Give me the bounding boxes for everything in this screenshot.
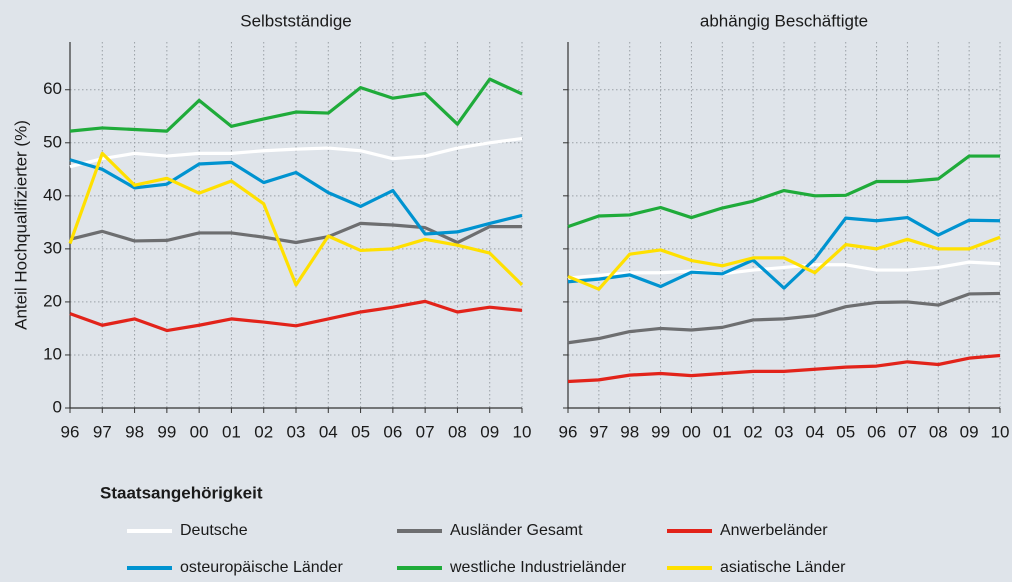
x-tick-label: 97 <box>93 422 112 441</box>
series-line <box>567 353 1001 384</box>
x-tick-label: 03 <box>287 422 306 441</box>
series-line <box>69 136 523 169</box>
x-tick-label: 10 <box>513 422 532 441</box>
x-tick-label: 96 <box>61 422 80 441</box>
x-tick-label: 98 <box>620 422 639 441</box>
x-tick-label: 09 <box>480 422 499 441</box>
y-tick-label: 30 <box>43 238 62 257</box>
legend-label: Deutsche <box>180 522 248 539</box>
x-tick-label: 97 <box>589 422 608 441</box>
legend-label: osteuropäische Länder <box>180 559 343 576</box>
x-tick-label: 04 <box>319 422 338 441</box>
x-tick-label: 98 <box>125 422 144 441</box>
x-tick-label: 00 <box>190 422 209 441</box>
x-tick-label: 05 <box>836 422 855 441</box>
series-line <box>567 260 1001 280</box>
series-line <box>68 151 524 287</box>
y-tick-label: 60 <box>43 79 62 98</box>
x-tick-label: 07 <box>416 422 435 441</box>
chart-title: abhängig Beschäftigte <box>700 11 868 30</box>
y-tick-label: 50 <box>43 132 62 151</box>
legend-label: Ausländer Gesamt <box>450 522 583 539</box>
x-tick-label: 08 <box>448 422 467 441</box>
x-tick-label: 10 <box>991 422 1010 441</box>
chart-title: Selbstständige <box>240 11 352 30</box>
x-tick-label: 03 <box>775 422 794 441</box>
x-tick-label: 02 <box>744 422 763 441</box>
x-tick-label: 05 <box>351 422 370 441</box>
x-tick-label: 07 <box>898 422 917 441</box>
legend-label: westliche Industrieländer <box>449 559 627 576</box>
y-tick-label: 20 <box>43 291 62 310</box>
x-tick-label: 09 <box>960 422 979 441</box>
y-tick-label: 40 <box>43 185 62 204</box>
x-tick-label: 06 <box>867 422 886 441</box>
x-tick-label: 96 <box>559 422 578 441</box>
series-line <box>567 291 1001 345</box>
x-tick-label: 01 <box>713 422 732 441</box>
y-axis-label: Anteil Hochqualifizierter (%) <box>11 120 30 330</box>
x-tick-label: 99 <box>651 422 670 441</box>
y-tick-label: 10 <box>43 344 62 363</box>
y-tick-label: 0 <box>53 397 62 416</box>
x-tick-label: 08 <box>929 422 948 441</box>
x-tick-label: 06 <box>383 422 402 441</box>
series-line <box>69 77 523 133</box>
series-line <box>567 215 1001 290</box>
series-line <box>69 221 522 245</box>
x-tick-label: 00 <box>682 422 701 441</box>
x-tick-label: 02 <box>254 422 273 441</box>
x-tick-label: 01 <box>222 422 241 441</box>
series-line <box>69 299 523 333</box>
x-tick-label: 99 <box>157 422 176 441</box>
legend-title: Staatsangehörigkeit <box>100 483 263 502</box>
series-line <box>567 235 1001 291</box>
x-tick-label: 04 <box>805 422 824 441</box>
series-line <box>69 158 523 236</box>
legend-label: Anwerbeländer <box>720 522 828 539</box>
legend-label: asiatische Länder <box>720 559 846 576</box>
series-line <box>567 154 1000 229</box>
